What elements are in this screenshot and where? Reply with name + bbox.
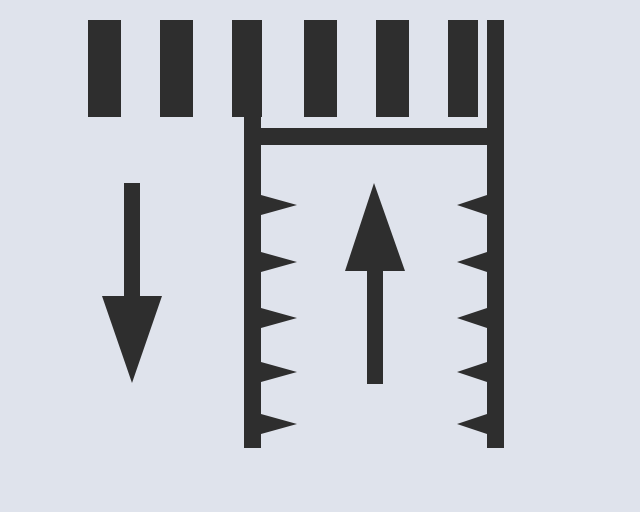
top-bar: [304, 20, 337, 117]
up-arrow-shaft: [367, 265, 383, 384]
tooth: [261, 252, 297, 272]
tooth: [261, 414, 297, 434]
up-arrow-head: [345, 183, 405, 271]
tooth: [261, 195, 297, 215]
chamber-top-plate: [244, 128, 504, 145]
chamber-right-wall: [487, 20, 504, 448]
down-arrow-shaft: [124, 183, 140, 303]
tooth: [457, 414, 487, 434]
tooth: [457, 308, 487, 328]
up-arrow: [345, 183, 405, 384]
top-bar: [448, 20, 478, 117]
tooth: [261, 308, 297, 328]
tooth: [457, 362, 487, 382]
top-bar-row: [88, 20, 478, 117]
right-wall-teeth: [457, 195, 487, 434]
tooth: [261, 362, 297, 382]
left-wall-teeth: [261, 195, 297, 434]
tooth: [457, 195, 487, 215]
down-arrow: [102, 183, 162, 383]
down-arrow-head: [102, 296, 162, 383]
top-bar: [376, 20, 409, 117]
chamber-left-wall: [244, 112, 261, 448]
top-bar: [232, 20, 262, 117]
top-bar: [88, 20, 121, 117]
chamber: [244, 20, 504, 448]
top-bar: [160, 20, 193, 117]
tooth: [457, 252, 487, 272]
